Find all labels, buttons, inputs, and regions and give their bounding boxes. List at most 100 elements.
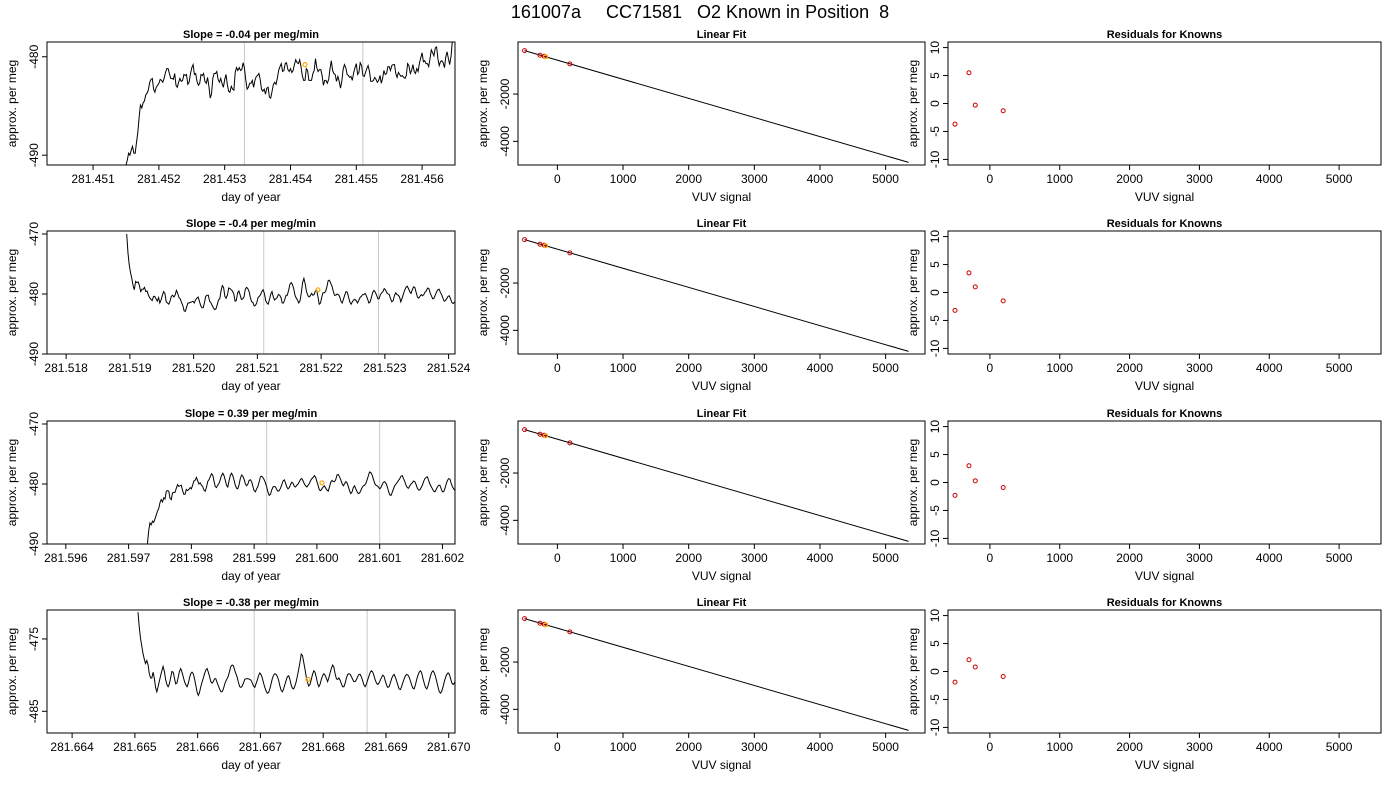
fit-line (524, 429, 909, 542)
plot-area (522, 237, 909, 352)
x-tick-label: 2000 (675, 551, 702, 565)
plot-area (137, 612, 455, 697)
x-tick-label: 281.668 (301, 740, 345, 754)
series-line (126, 233, 455, 313)
y-tick-label: 0 (928, 668, 942, 675)
data-point (966, 463, 972, 469)
x-tick-label: 4000 (807, 361, 834, 375)
panel-title: Slope = -0.38 per meg/min (183, 597, 319, 609)
x-tick-label: 3000 (1186, 551, 1213, 565)
y-axis-label: approx. per meg (5, 439, 19, 526)
plot-frame (947, 41, 1382, 166)
highlight-marker (542, 622, 549, 628)
panel-title: Linear Fit (697, 408, 747, 420)
plot-frame (517, 41, 926, 166)
y-axis-label: approx. per meg (906, 60, 920, 147)
x-tick-label: 0 (554, 740, 561, 754)
x-tick-label: 3000 (741, 172, 768, 186)
series-line (125, 42, 453, 165)
panel-timeseries-row-3: Slope = 0.39 per meg/min 281.596 281.597 28… (5, 408, 464, 583)
series-line (137, 612, 455, 697)
x-tick-label: 4000 (1256, 172, 1283, 186)
panel-title: Linear Fit (697, 29, 747, 41)
x-tick-label: 281.519 (108, 361, 152, 375)
plot-frame (46, 230, 456, 355)
panel-timeseries-row-1: Slope = -0.04 per meg/min 281.451 281.452 2… (5, 29, 456, 204)
panel-title: Linear Fit (697, 597, 747, 609)
plot-area (125, 42, 453, 165)
x-tick-label: 281.521 (236, 361, 280, 375)
x-tick-label: 0 (987, 361, 994, 375)
x-tick-label: 2000 (1116, 740, 1143, 754)
y-tick-label: -480 (27, 472, 41, 496)
y-tick-label: -10 (928, 718, 942, 736)
x-axis-label: day of year (221, 379, 280, 393)
data-point (522, 616, 528, 622)
highlight-marker (305, 676, 311, 683)
x-tick-label: 5000 (872, 740, 899, 754)
x-tick-label: 2000 (675, 740, 702, 754)
highlight-marker (319, 480, 325, 486)
x-axis-label: VUV signal (1135, 379, 1194, 393)
panel-residuals-row-4: Residuals for Knowns 0 1000 2000 3000 4000 500… (906, 597, 1382, 772)
x-tick-label: 281.524 (427, 361, 471, 375)
x-tick-label: 2000 (675, 361, 702, 375)
x-tick-label: 3000 (1186, 172, 1213, 186)
y-tick-label: 5 (928, 261, 942, 268)
x-tick-label: 1000 (610, 740, 637, 754)
x-tick-label: 4000 (807, 172, 834, 186)
highlight-marker (542, 54, 549, 60)
plot-frame (46, 609, 456, 734)
y-tick-label: -475 (27, 627, 41, 651)
y-tick-label: -470 (27, 412, 41, 436)
x-axis-label: VUV signal (1135, 758, 1194, 772)
y-tick-label: -4000 (498, 694, 512, 725)
panel-title: Residuals for Knowns (1107, 218, 1223, 230)
x-tick-label: 3000 (741, 361, 768, 375)
x-tick-label: 281.597 (107, 551, 151, 565)
panel-timeseries-row-4: Slope = -0.38 per meg/min 281.664 281.665 2… (5, 597, 471, 772)
plot-frame (947, 420, 1382, 545)
x-tick-label: 281.666 (176, 740, 220, 754)
x-tick-label: 1000 (610, 551, 637, 565)
x-tick-label: 3000 (1186, 361, 1213, 375)
x-tick-label: 281.456 (400, 172, 444, 186)
x-tick-label: 0 (987, 551, 994, 565)
data-point (567, 440, 573, 446)
y-tick-label: -5 (928, 694, 942, 705)
panel-timeseries-row-2: Slope = -0.4 per meg/min 281.518 281.519 28… (5, 218, 471, 393)
data-point (972, 102, 978, 108)
x-tick-label: 1000 (610, 361, 637, 375)
x-tick-label: 281.667 (239, 740, 283, 754)
x-tick-label: 0 (554, 551, 561, 565)
y-tick-label: -2000 (498, 267, 512, 298)
x-tick-label: 281.451 (71, 172, 115, 186)
panel-title: Slope = 0.39 per meg/min (185, 408, 318, 420)
plot-frame (517, 609, 926, 734)
plot-area (146, 471, 455, 544)
x-tick-label: 5000 (872, 361, 899, 375)
data-point (567, 629, 573, 635)
fit-line (524, 50, 909, 163)
x-tick-label: 1000 (1046, 740, 1073, 754)
data-point (972, 478, 978, 484)
x-axis-label: day of year (221, 569, 280, 583)
x-tick-label: 281.453 (203, 172, 247, 186)
y-tick-label: 10 (928, 420, 942, 434)
y-tick-label: -5 (928, 126, 942, 137)
y-tick-label: 10 (928, 41, 942, 55)
data-point (567, 61, 573, 67)
x-tick-label: 281.599 (232, 551, 276, 565)
x-tick-label: 281.596 (44, 551, 88, 565)
panel-fit-row-3: Linear Fit 0 1000 2000 3000 4000 5000 -2000 -400… (476, 408, 926, 583)
x-axis-label: VUV signal (692, 379, 751, 393)
panel-title: Residuals for Knowns (1107, 597, 1223, 609)
y-tick-label: -490 (27, 342, 41, 366)
x-tick-label: 0 (554, 172, 561, 186)
x-tick-label: 0 (554, 361, 561, 375)
y-tick-label: 5 (928, 451, 942, 458)
x-tick-label: 5000 (1326, 551, 1353, 565)
x-axis-label: day of year (221, 758, 280, 772)
